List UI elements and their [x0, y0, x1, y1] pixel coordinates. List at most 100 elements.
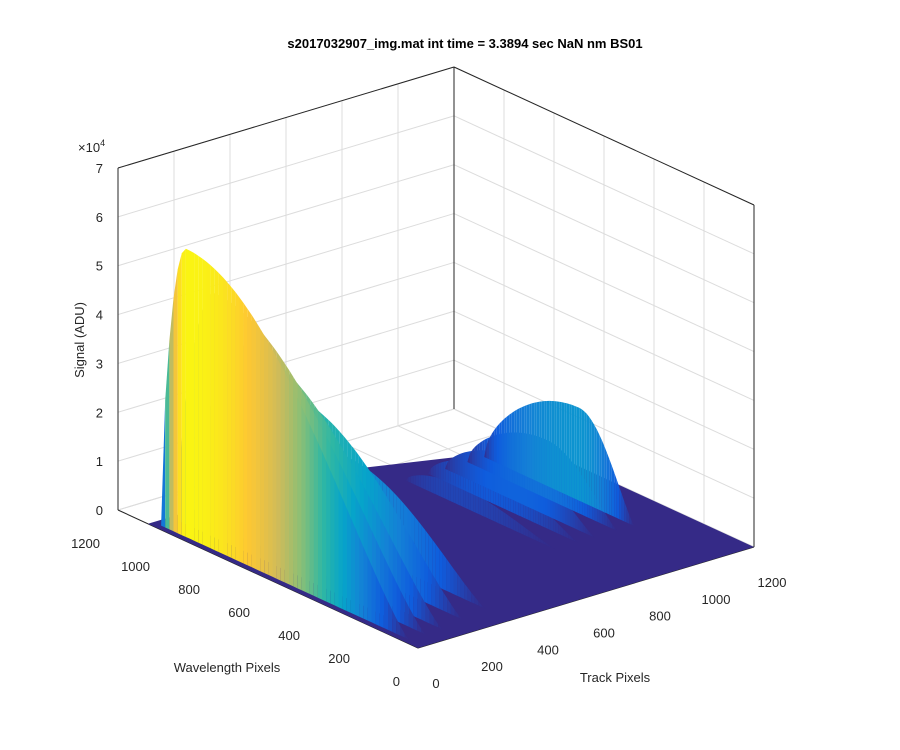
surface-ridge-low-0 — [439, 549, 443, 590]
surface-ridge-high-4 — [549, 400, 552, 488]
surface-ridge-high-0 — [423, 475, 426, 490]
surface-ridge-high-1 — [443, 461, 446, 482]
surface-ridge-high-2 — [582, 523, 585, 534]
surface-ridge-high-0 — [418, 475, 421, 488]
surface-ridge-high-1 — [435, 463, 439, 479]
surface-ridge-low-0 — [467, 587, 472, 603]
surface-ridge-low-3 — [404, 599, 409, 627]
surface-ridge-low-4 — [202, 258, 207, 547]
surface-ridge-high-4 — [584, 411, 587, 505]
surface-ridge-low-1 — [416, 546, 421, 600]
surface-ridge-high-1 — [433, 464, 436, 478]
surface-ridge-high-4 — [624, 501, 627, 523]
y-tick-label: 200 — [328, 651, 350, 666]
surface-ridge-low-1 — [447, 598, 451, 615]
surface-ridge-low-0 — [446, 558, 450, 593]
grid-line — [453, 359, 755, 499]
surface-ridge-high-2 — [570, 507, 573, 528]
surface-ridge-high-4 — [609, 458, 612, 516]
surface-ridge-high-4 — [524, 405, 527, 477]
surface-ridge-high-4 — [484, 444, 487, 459]
surface-ridge-low-2 — [429, 611, 434, 626]
surface-ridge-high-4 — [536, 401, 540, 483]
surface-ridge-low-1 — [420, 553, 425, 602]
surface-ridge-low-0 — [481, 605, 486, 609]
surface-ridge-high-0 — [530, 531, 534, 540]
surface-ridge-high-0 — [505, 513, 509, 528]
surface-ridge-high-0 — [480, 497, 484, 517]
surface-ridge-low-4 — [379, 583, 384, 628]
surface-ridge-low-4 — [231, 286, 236, 560]
surface-ridge-high-4 — [506, 414, 510, 469]
surface-ridge-high-2 — [572, 510, 575, 529]
surface-ridge-low-4 — [301, 406, 306, 592]
surface-ridge-low-4 — [359, 537, 364, 619]
surface-ridge-high-0 — [415, 475, 419, 487]
surface-ridge-low-4 — [165, 340, 170, 530]
z-tick-label: 6 — [96, 210, 103, 225]
surface-ridge-low-4 — [190, 250, 195, 541]
surface-ridge-high-4 — [551, 401, 555, 490]
grid-line — [117, 115, 455, 218]
y-tick-label: 400 — [278, 628, 300, 643]
surface-ridge-low-4 — [404, 633, 409, 640]
surface-ridge-high-0 — [490, 503, 494, 521]
surface-ridge-low-4 — [388, 601, 393, 632]
surface-ridge-low-4 — [239, 297, 244, 564]
surface-ridge-high-4 — [591, 420, 595, 508]
surface-ridge-high-3 — [607, 516, 610, 528]
surface-ridge-low-4 — [334, 479, 339, 608]
surface-ridge-high-4 — [611, 465, 615, 517]
surface-ridge-high-0 — [440, 478, 444, 498]
surface-ridge-high-2 — [445, 462, 448, 470]
surface-ridge-high-0 — [435, 477, 439, 496]
surface-ridge-high-2 — [575, 513, 578, 530]
surface-ridge-high-4 — [579, 407, 582, 502]
surface-ridge-low-4 — [383, 592, 388, 630]
surface-ridge-high-4 — [589, 416, 592, 507]
surface-ridge-high-3 — [604, 512, 608, 527]
surface-ridge-low-4 — [363, 546, 368, 621]
surface-ridge-high-3 — [609, 520, 613, 529]
surface-ridge-low-4 — [243, 303, 248, 566]
surface-ridge-high-0 — [540, 539, 544, 544]
surface-ridge-high-0 — [438, 477, 441, 497]
grid-line — [117, 164, 455, 267]
surface-ridge-low-4 — [218, 273, 223, 554]
surface-ridge-high-4 — [606, 452, 610, 515]
surface-ridge-low-3 — [400, 590, 405, 625]
surface-ridge-low-4 — [280, 365, 285, 583]
surface-ridge-low-4 — [198, 255, 203, 545]
surface-ridge-high-0 — [453, 482, 456, 504]
surface-ridge-high-1 — [553, 518, 556, 533]
surface-ridge-low-1 — [458, 615, 463, 620]
surface-ridge-high-2 — [465, 451, 468, 480]
surface-ridge-low-4 — [322, 451, 327, 602]
surface-ridge-low-4 — [400, 626, 405, 638]
surface-ridge-high-2 — [590, 532, 593, 537]
surface-ridge-low-0 — [453, 568, 458, 596]
surface-ridge-low-2 — [433, 617, 439, 628]
z-tick-label: 5 — [96, 259, 103, 274]
surface-ridge-low-0 — [435, 544, 440, 588]
x-tick-label: 400 — [537, 642, 559, 657]
surface-ridge-low-1 — [450, 604, 455, 616]
surface-ridge-low-4 — [276, 357, 281, 581]
tick-labels: 0200400600800100012000200400600800100012… — [71, 161, 786, 691]
surface-ridge-high-4 — [511, 411, 515, 471]
surface-ridge-high-4 — [581, 409, 585, 503]
y-tick-label: 600 — [228, 605, 250, 620]
surface-ridge-high-4 — [571, 404, 575, 499]
z-scale-factor: ×104 — [78, 138, 105, 155]
surface-ridge-low-0 — [460, 578, 465, 599]
surface-ridge-low-1 — [443, 592, 448, 613]
surface-ridge-low-4 — [161, 400, 166, 528]
surface-ridge-high-0 — [405, 477, 409, 482]
surface-ridge-low-2 — [417, 589, 422, 620]
surface-ridge-low-4 — [289, 381, 294, 587]
surface-ridge-low-1 — [424, 560, 428, 604]
surface-ridge-low-1 — [427, 566, 432, 606]
surface-ridge-high-1 — [550, 516, 554, 532]
surface-ridge-high-4 — [526, 404, 530, 478]
surface-ridge-high-0 — [485, 500, 489, 519]
